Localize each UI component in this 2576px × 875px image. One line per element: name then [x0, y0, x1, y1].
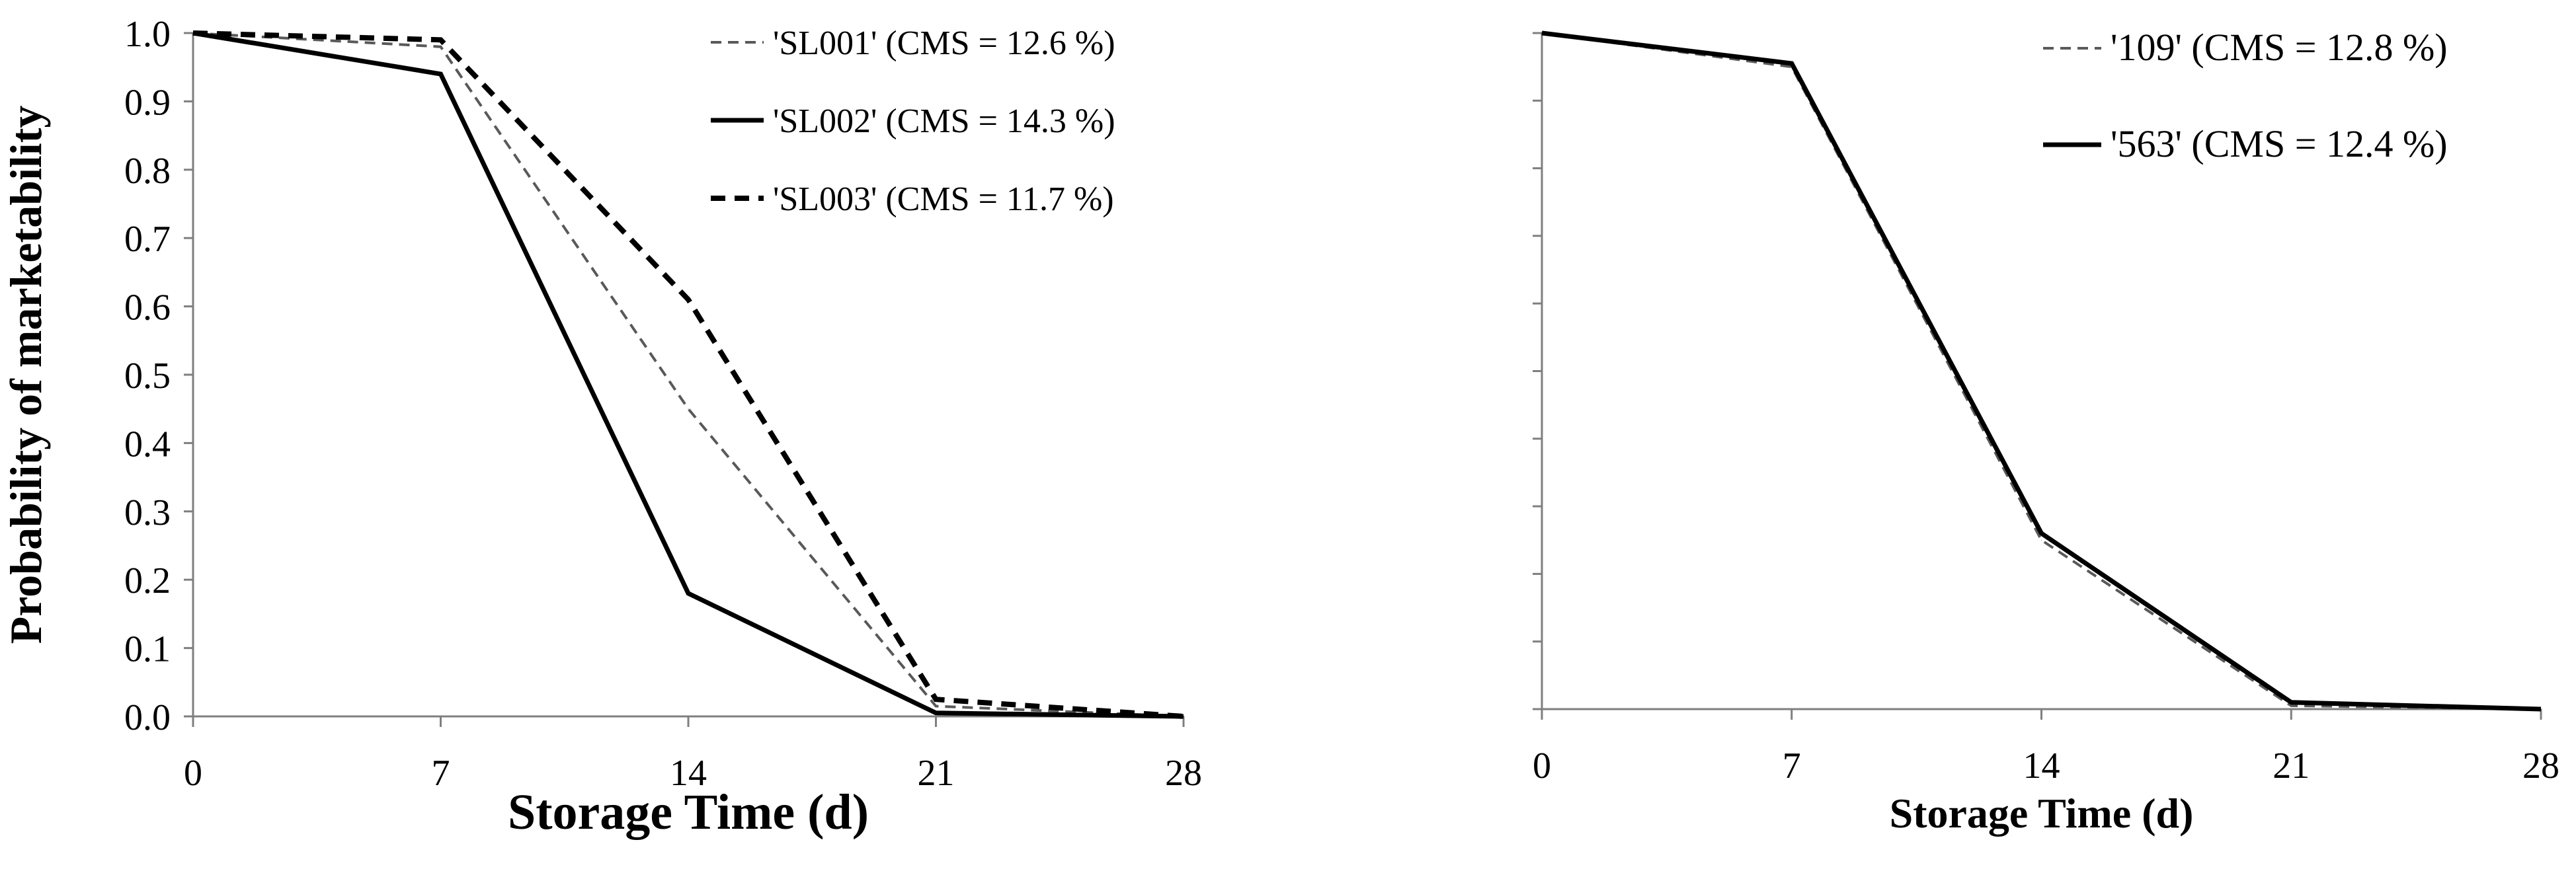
- legend-label: '563' (CMS = 12.4 %): [2111, 122, 2448, 165]
- y-tick-label: 0.9: [124, 82, 171, 123]
- x-tick-label: 7: [1783, 745, 1801, 786]
- data-point: [2290, 702, 2292, 703]
- data-point: [688, 299, 689, 300]
- data-point: [2041, 533, 2042, 534]
- data-point: [440, 46, 441, 48]
- y-tick-label: 1.0: [124, 14, 171, 55]
- chart-left: 0.0 0.1 0.2 0.3 0.4 0.5 0.6 0.7 0.8 0.9 1.0 0 7 14 21 2…: [1, 14, 1202, 840]
- x-axis-title: Storage Time (d): [1890, 790, 2194, 837]
- data-point: [688, 408, 689, 410]
- x-tick-label: 14: [2023, 745, 2060, 786]
- x-tick-label: 0: [184, 753, 202, 794]
- y-tick-label: 0.8: [124, 151, 171, 192]
- x-tick-label: 28: [2522, 745, 2559, 786]
- data-point: [1791, 63, 1792, 64]
- y-axis-title: Probability of marketability: [1, 106, 51, 644]
- y-tick-label: 0.3: [124, 492, 171, 533]
- x-tick-label: 21: [2273, 745, 2310, 786]
- data-point: [192, 32, 194, 34]
- x-tick-label: 21: [918, 753, 955, 794]
- y-tick-label: 0.0: [124, 697, 171, 738]
- x-tick-label: 0: [1533, 745, 1551, 786]
- y-tick-label: 0.7: [124, 219, 171, 260]
- y-tick-label: 0.4: [124, 424, 171, 465]
- data-point: [2041, 539, 2042, 541]
- x-tick-label: 28: [1165, 753, 1202, 794]
- data-point: [440, 73, 441, 75]
- x-tick-label: 7: [432, 753, 450, 794]
- data-point: [2540, 708, 2542, 710]
- data-point: [2290, 705, 2292, 706]
- legend-label: 'SL002' (CMS = 14.3 %): [773, 102, 1115, 140]
- chart-right: 0 7 14 21 28 Storage Time (d) '109' (CMS = 12.…: [1533, 26, 2559, 837]
- x-axis-title: Storage Time (d): [508, 784, 869, 840]
- legend-label: 'SL003' (CMS = 11.7 %): [773, 180, 1114, 218]
- x-tick-label: 14: [670, 753, 707, 794]
- data-point: [1541, 32, 1543, 34]
- legend-label: '109' (CMS = 12.8 %): [2111, 26, 2448, 69]
- y-tick-label: 0.2: [124, 560, 171, 601]
- y-tick-label: 0.5: [124, 356, 171, 397]
- y-tick-label: 0.6: [124, 287, 171, 328]
- legend-label: 'SL001' (CMS = 12.6 %): [773, 24, 1115, 62]
- y-tick-label: 0.1: [124, 629, 171, 670]
- series-line-1: [192, 32, 1184, 718]
